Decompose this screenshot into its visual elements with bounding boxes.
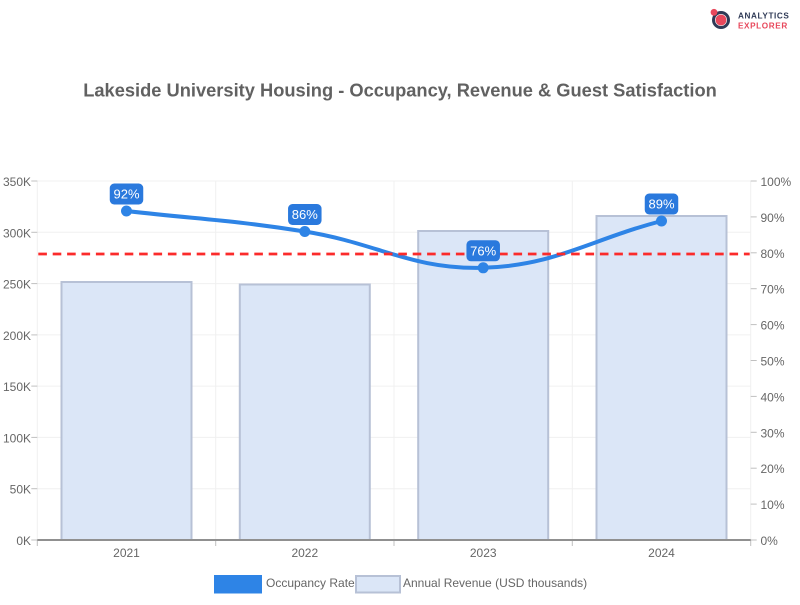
svg-text:50%: 50% [761, 355, 785, 369]
svg-text:150K: 150K [3, 380, 31, 394]
svg-text:ANALYTICS: ANALYTICS [738, 12, 790, 21]
svg-text:Lakeside University Housing -: Lakeside University Housing - Occupancy,… [83, 80, 717, 101]
svg-text:EXPLORER: EXPLORER [738, 22, 788, 31]
svg-text:60%: 60% [761, 319, 785, 333]
svg-text:350K: 350K [3, 175, 31, 189]
svg-text:80%: 80% [761, 247, 785, 261]
svg-text:20%: 20% [761, 462, 785, 476]
svg-text:0K: 0K [16, 534, 31, 548]
svg-text:10%: 10% [761, 498, 785, 512]
svg-text:0%: 0% [761, 534, 779, 548]
svg-text:Annual Revenue (USD thousands): Annual Revenue (USD thousands) [403, 576, 587, 590]
svg-text:200K: 200K [3, 329, 31, 343]
svg-text:250K: 250K [3, 278, 31, 292]
svg-text:90%: 90% [761, 211, 785, 225]
svg-text:76%: 76% [470, 243, 496, 258]
svg-text:30%: 30% [761, 426, 785, 440]
svg-text:40%: 40% [761, 390, 785, 404]
svg-text:100%: 100% [761, 175, 792, 189]
svg-text:92%: 92% [113, 187, 139, 202]
svg-text:100K: 100K [3, 431, 31, 445]
svg-text:2023: 2023 [470, 546, 497, 560]
svg-text:300K: 300K [3, 226, 31, 240]
svg-text:70%: 70% [761, 283, 785, 297]
svg-text:50K: 50K [10, 483, 31, 497]
svg-text:89%: 89% [648, 197, 674, 212]
svg-text:86%: 86% [292, 207, 318, 222]
svg-text:2022: 2022 [291, 546, 318, 560]
svg-text:2021: 2021 [113, 546, 140, 560]
svg-text:Occupancy Rate: Occupancy Rate [266, 576, 355, 590]
svg-text:2024: 2024 [648, 546, 675, 560]
